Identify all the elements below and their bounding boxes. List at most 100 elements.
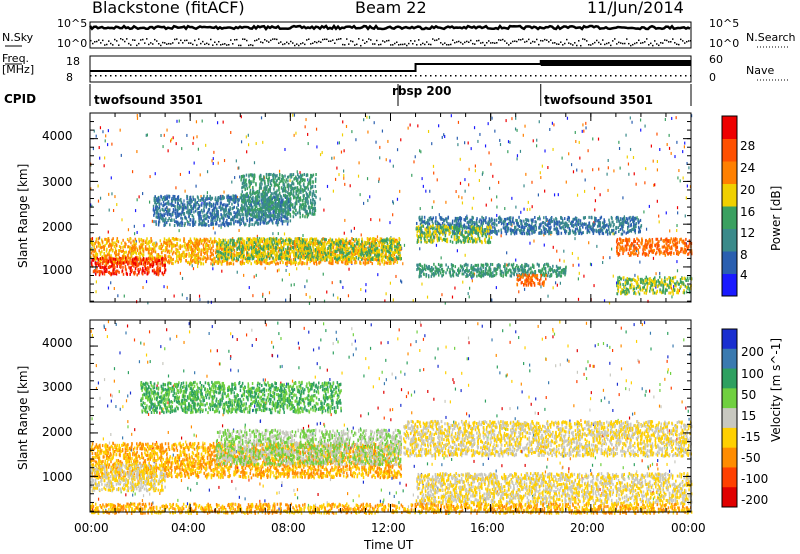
power-band-cell (350, 244, 352, 248)
power-band-cell (331, 246, 334, 250)
power-band-cell (383, 239, 386, 243)
power-band-cell (142, 258, 145, 262)
power-band-cell (269, 252, 271, 256)
power-band-cell (347, 241, 349, 245)
power-noise (421, 282, 423, 286)
power-noise (495, 273, 497, 277)
nave-dot (225, 75, 227, 77)
power-band-cell (289, 241, 291, 245)
nave-dot (400, 75, 402, 77)
power-band-cell (321, 241, 324, 245)
nsearch-dot (496, 41, 498, 44)
power-band-cell (126, 237, 129, 241)
power-band-cell (150, 247, 152, 251)
power-band-cell (242, 239, 244, 243)
power-band-cell (162, 204, 165, 208)
power-band-cell (157, 212, 160, 216)
nsearch-dot (528, 38, 530, 41)
power-band-cell (90, 240, 92, 244)
nsearch-dot (188, 42, 190, 44)
nsearch-dot (426, 41, 428, 43)
nsearch-dot (384, 41, 386, 43)
power-band-cell (166, 244, 168, 248)
power-band-cell (334, 250, 337, 254)
power-band-cell (250, 251, 253, 255)
power-band-cell (314, 251, 317, 255)
nave-dot (670, 75, 672, 77)
power-noise (587, 149, 589, 153)
power-band-cell (357, 249, 359, 253)
power-band-cell (107, 237, 109, 241)
power-band-cell (297, 243, 300, 247)
power-band-cell (185, 206, 187, 210)
power-noise (231, 180, 233, 184)
power-band-cell (123, 261, 126, 265)
power-band-cell (334, 252, 337, 256)
power-noise (170, 139, 172, 143)
power-noise (236, 195, 239, 199)
power-noise (632, 244, 635, 248)
power-band-cell (370, 249, 373, 253)
power-noise (214, 231, 216, 235)
power-band-cell (168, 261, 170, 265)
power-band-cell (137, 258, 140, 262)
power-scale-tick: 24 (740, 161, 755, 175)
power-noise (119, 128, 121, 132)
power-band-cell (146, 267, 148, 271)
power-noise (429, 189, 431, 193)
power-band-cell (235, 259, 237, 263)
power-noise (293, 113, 296, 117)
power-noise (559, 258, 561, 262)
power-band-cell (111, 262, 114, 266)
power-band-cell (340, 250, 343, 254)
power-noise (644, 181, 646, 185)
power-band-cell (213, 257, 215, 261)
power-band-cell (335, 245, 338, 249)
power-noise (120, 153, 122, 157)
power-band-cell (156, 205, 159, 209)
power-noise (673, 285, 675, 289)
nsearch-dot (342, 43, 344, 46)
power-band-cell (279, 238, 282, 242)
power-band-cell (225, 257, 228, 261)
power-band-cell (353, 243, 356, 247)
nsearch-dot (630, 44, 632, 47)
nsearch-dot (200, 42, 202, 45)
nave-dot (320, 75, 322, 77)
power-noise (597, 137, 600, 141)
power-band-cell (379, 237, 382, 241)
nsearch-dot (494, 42, 496, 44)
power-noise (435, 243, 438, 247)
power-noise (566, 116, 569, 120)
power-band-cell (276, 254, 279, 258)
nsearch-dot (266, 40, 268, 42)
power-band-cell (135, 256, 137, 260)
power-band-cell (132, 251, 134, 255)
power-band-cell (146, 260, 148, 264)
power-band-cell (365, 249, 368, 253)
power-band-cell (98, 269, 100, 273)
power-band-cell (273, 202, 275, 206)
power-band-cell (93, 241, 95, 245)
power-noise (645, 227, 648, 231)
power-band-cell (278, 217, 281, 221)
nave-dot (505, 75, 507, 77)
power-band-cell (288, 250, 290, 254)
power-noise (134, 209, 137, 213)
power-noise (142, 286, 144, 290)
nave-dot (625, 75, 627, 77)
nsearch-dot (450, 43, 452, 46)
power-band-cell (172, 257, 174, 261)
power-noise (554, 281, 557, 285)
power-band-cell (146, 269, 149, 273)
velocity-scale-tick: 100 (741, 367, 764, 381)
power-band-cell (240, 245, 242, 249)
power-band-cell (227, 246, 229, 250)
power-band-cell (146, 242, 148, 246)
power-band-cell (353, 246, 355, 250)
nsearch-dot (548, 41, 550, 43)
power-band-cell (212, 253, 214, 257)
power-noise (221, 269, 223, 273)
power-band-cell (194, 245, 197, 249)
power-noise (625, 133, 627, 137)
